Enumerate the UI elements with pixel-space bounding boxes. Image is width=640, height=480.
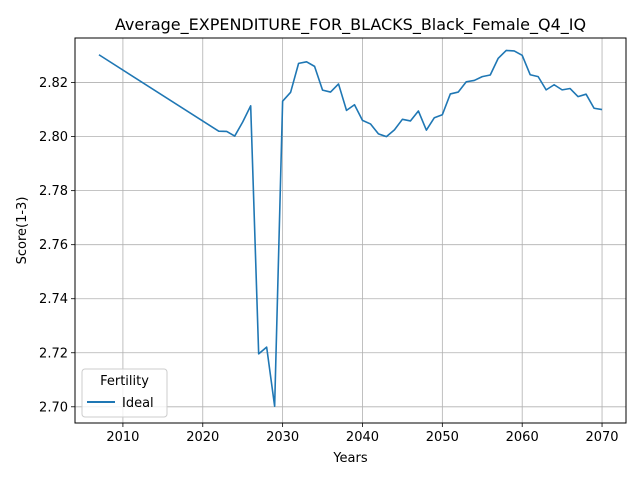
x-tick-label: 2010 <box>106 430 139 445</box>
legend-entry-ideal: Ideal <box>122 396 154 411</box>
y-tick-label: 2.80 <box>39 130 68 145</box>
x-tick-label: 2050 <box>426 430 459 445</box>
legend-title: Fertility <box>100 374 149 389</box>
y-tick-label: 2.82 <box>39 76 68 91</box>
y-tick-label: 2.70 <box>39 400 68 415</box>
x-tick-label: 2030 <box>266 430 299 445</box>
x-axis-ticks: 2010 2020 2030 2040 2050 2060 2070 <box>106 423 619 445</box>
chart-title: Average_EXPENDITURE_FOR_BLACKS_Black_Fem… <box>115 15 586 35</box>
y-tick-label: 2.72 <box>39 346 68 361</box>
y-tick-label: 2.78 <box>39 184 68 199</box>
plot-frame <box>74 37 627 424</box>
x-tick-label: 2040 <box>346 430 379 445</box>
x-axis-label: Years <box>332 451 368 466</box>
legend-box <box>81 368 168 418</box>
series-layer <box>98 49 603 408</box>
y-tick-label: 2.76 <box>39 238 68 253</box>
x-tick-label: 2060 <box>506 430 539 445</box>
series-line-ideal <box>98 49 603 408</box>
y-tick-label: 2.74 <box>39 292 68 307</box>
x-tick-label: 2020 <box>186 430 219 445</box>
x-tick-label: 2070 <box>585 430 618 445</box>
legend: Fertility Ideal <box>81 368 168 418</box>
y-axis-label: Score(1-3) <box>15 197 30 265</box>
y-axis-ticks: 2.70 2.72 2.74 2.76 2.78 2.80 2.82 <box>39 76 75 415</box>
